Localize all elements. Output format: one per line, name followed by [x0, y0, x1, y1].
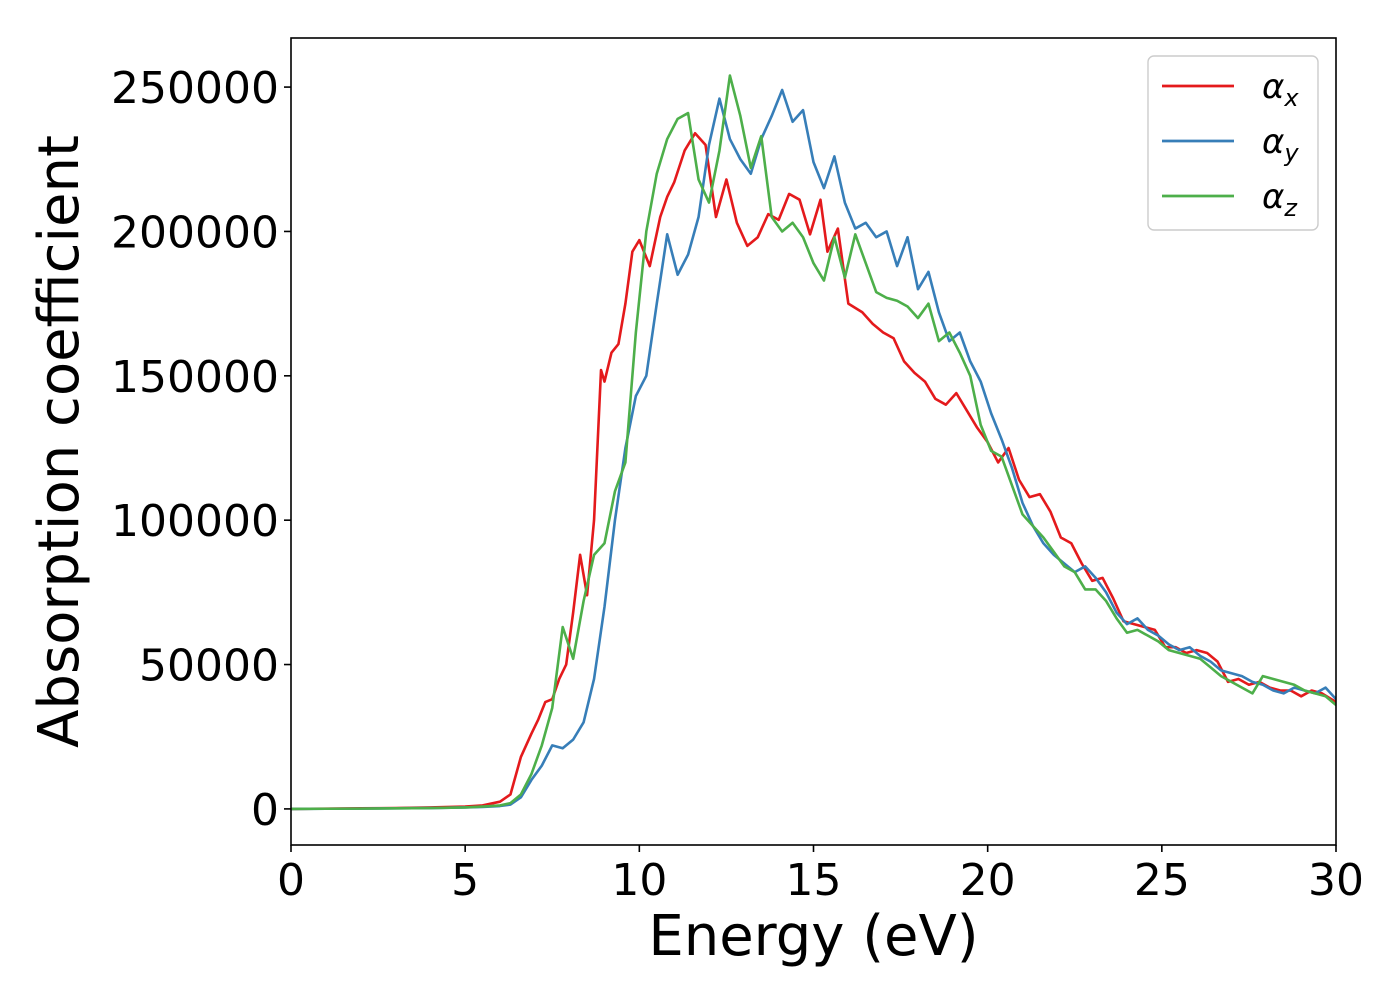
x-tick-label: 25 [1134, 855, 1190, 906]
y-tick-label: 100000 [111, 496, 279, 547]
y-tick-label: 250000 [111, 63, 279, 114]
series-line-y [291, 88, 1336, 811]
x-tick-label: 5 [451, 855, 479, 906]
x-axis: 0 5 10 15 20 25 30 [277, 845, 1364, 906]
x-tick-label: 30 [1308, 855, 1364, 906]
legend-label-x: αx [1262, 67, 1299, 112]
legend: αx αy αz [1147, 55, 1319, 231]
legend-label-y: αy [1262, 122, 1299, 167]
x-axis-title: Energy (eV) [648, 904, 978, 969]
x-tick-label: 10 [611, 855, 667, 906]
x-tick-label: 20 [960, 855, 1016, 906]
x-tick-label: 0 [277, 855, 305, 906]
legend-label-z: αz [1262, 177, 1298, 222]
y-tick-label: 0 [251, 785, 279, 836]
y-tick-label: 50000 [139, 641, 279, 692]
plot-area [291, 74, 1336, 811]
legend-box [1147, 55, 1319, 231]
y-axis-title: Absorption coefficient [27, 135, 92, 748]
series-line-z [291, 74, 1336, 811]
y-axis: 0 50000 100000 150000 200000 250000 [111, 63, 291, 836]
series-line-x [291, 131, 1336, 811]
y-tick-label: 200000 [111, 207, 279, 258]
y-tick-label: 150000 [111, 352, 279, 403]
x-tick-label: 15 [786, 855, 842, 906]
